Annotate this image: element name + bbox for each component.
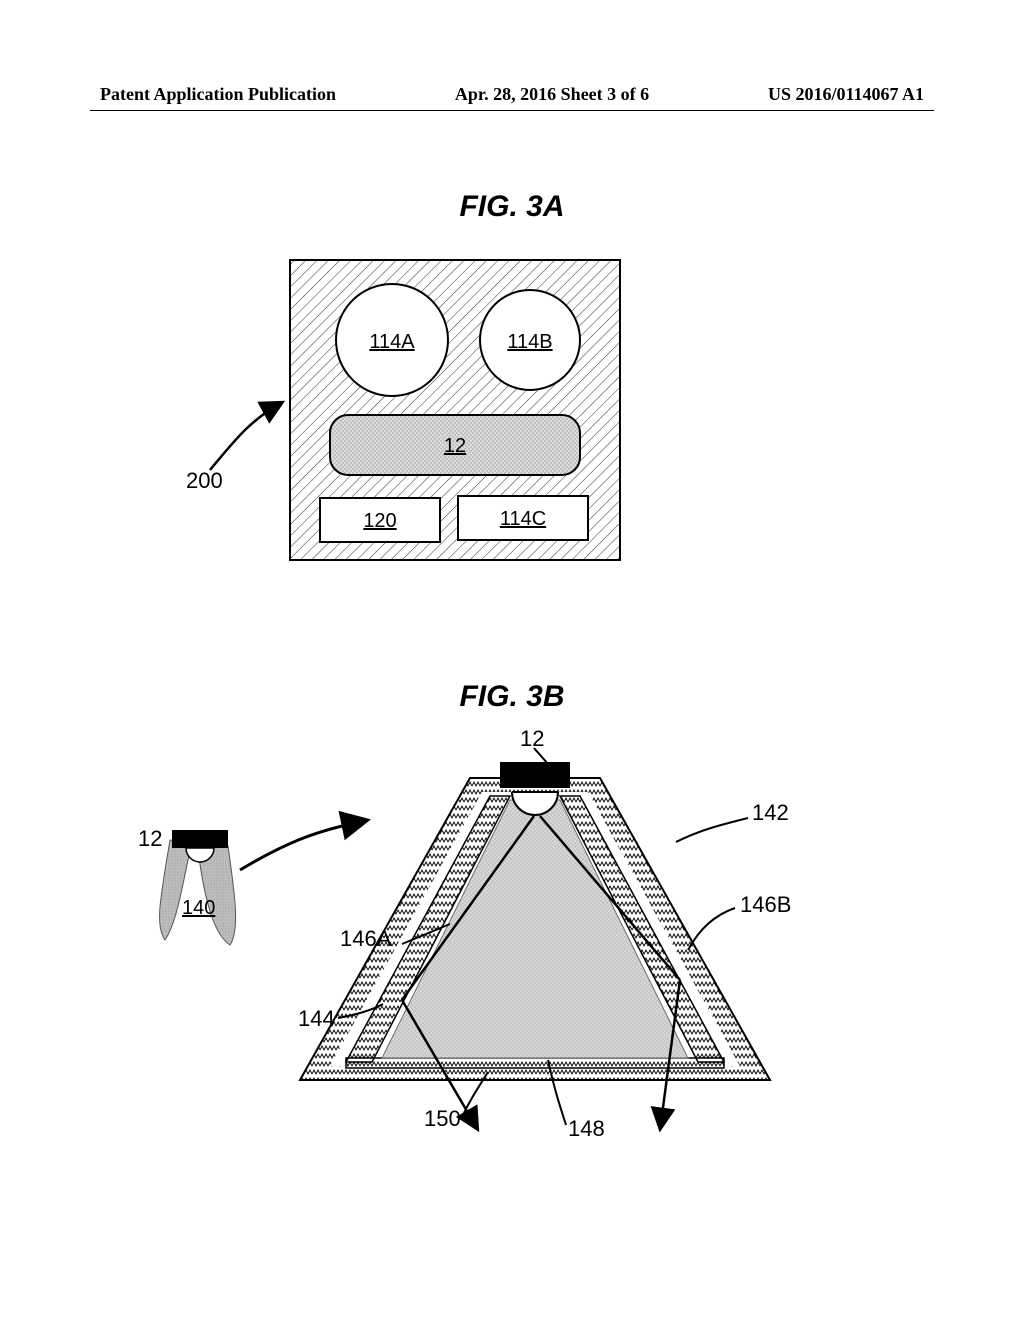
label-142: 142 (752, 800, 789, 825)
label-114b: 114B (507, 331, 552, 353)
label-146a-text: 146A (340, 926, 392, 951)
leader-142 (676, 818, 748, 842)
label-144: 144 (298, 1006, 335, 1031)
enlarge-arrow (240, 820, 368, 870)
label-114c: 114C (500, 508, 546, 530)
label-146b-text: 146B (740, 892, 791, 917)
pointer-200-arrow (210, 402, 283, 470)
label-114a: 114A (369, 331, 415, 353)
label-12-top: 12 (520, 726, 544, 751)
small-top-block (172, 830, 228, 848)
label-148: 148 (568, 1116, 605, 1141)
label-120: 120 (363, 510, 396, 532)
label-12-left: 12 (138, 826, 162, 851)
fig-3a-drawing: 114A 114B 12 120 114C 200 (0, 0, 1024, 620)
label-200: 200 (186, 468, 223, 493)
big-top-block-12 (500, 762, 570, 788)
label-140: 140 (182, 897, 215, 919)
label-12: 12 (444, 435, 466, 457)
page: Patent Application Publication Apr. 28, … (0, 0, 1024, 1320)
label-150: 150 (424, 1106, 461, 1131)
fig-3b-drawing: 12 12 140 142 146A 146B 144 150 148 (0, 700, 1024, 1320)
leader-146b (688, 908, 735, 950)
